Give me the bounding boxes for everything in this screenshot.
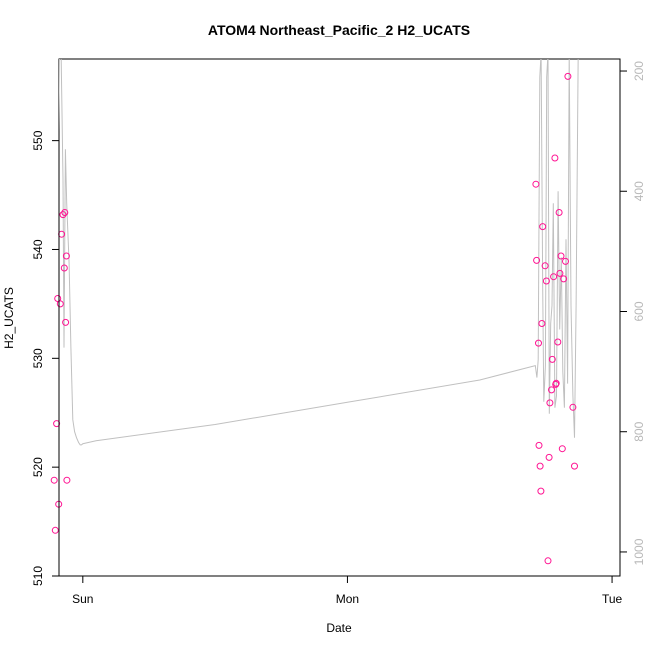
data-point bbox=[61, 209, 69, 216]
x-tick-label: Mon bbox=[336, 592, 359, 606]
y-tick-label: 540 bbox=[31, 239, 45, 259]
right-y-tick-label: 600 bbox=[632, 301, 646, 321]
plot-area-border bbox=[58, 58, 621, 577]
data-point bbox=[62, 318, 70, 326]
x-axis-label: Date bbox=[326, 621, 352, 635]
data-point bbox=[545, 453, 553, 461]
data-point bbox=[562, 257, 569, 265]
data-point bbox=[560, 275, 568, 283]
y-axis-label: H2_UCATS bbox=[2, 287, 16, 349]
data-point bbox=[535, 339, 542, 347]
right-y-tick-label: 1000 bbox=[632, 538, 646, 565]
line-series-path bbox=[59, 59, 579, 446]
chart-title: ATOM4 Northeast_Pacific_2 H2_UCATS bbox=[208, 22, 470, 38]
data-point bbox=[564, 72, 572, 80]
y-tick-label: 510 bbox=[31, 566, 45, 586]
data-point bbox=[544, 557, 552, 565]
data-point bbox=[62, 252, 70, 260]
data-point bbox=[546, 399, 554, 407]
data-point bbox=[556, 269, 564, 277]
data-point bbox=[53, 420, 61, 428]
x-tick-label: Sun bbox=[72, 592, 93, 606]
y-tick-label: 520 bbox=[31, 457, 45, 477]
right-y-axis: 200 400 600 800 1000 bbox=[619, 61, 646, 565]
data-point bbox=[535, 441, 543, 449]
data-point bbox=[569, 403, 577, 411]
right-y-tick-label: 800 bbox=[632, 421, 646, 441]
data-point bbox=[557, 252, 565, 260]
y-tick-label: 530 bbox=[31, 348, 45, 368]
data-point bbox=[51, 526, 59, 534]
data-point bbox=[555, 209, 563, 216]
data-point bbox=[56, 300, 64, 308]
right-y-tick-label: 400 bbox=[632, 181, 646, 201]
data-point bbox=[552, 379, 560, 387]
data-point bbox=[54, 295, 62, 302]
data-point bbox=[550, 273, 558, 281]
x-axis: Sun Mon Tue bbox=[72, 575, 623, 606]
data-point bbox=[539, 223, 547, 231]
data-point bbox=[571, 462, 578, 470]
line-series-layer bbox=[59, 59, 579, 446]
data-point bbox=[554, 338, 562, 346]
data-point bbox=[541, 262, 549, 270]
data-point bbox=[558, 445, 566, 453]
data-point bbox=[533, 256, 541, 264]
y-tick-label: 550 bbox=[31, 130, 45, 150]
data-point bbox=[532, 180, 540, 188]
data-point bbox=[50, 476, 58, 484]
data-point bbox=[537, 487, 545, 495]
data-point bbox=[59, 211, 67, 219]
data-point bbox=[542, 277, 550, 285]
right-y-tick-label: 200 bbox=[632, 61, 646, 81]
data-point bbox=[538, 320, 546, 327]
data-point bbox=[551, 154, 559, 162]
x-tick-label: Tue bbox=[602, 592, 623, 606]
data-point bbox=[536, 462, 544, 470]
data-point bbox=[548, 386, 555, 394]
data-point bbox=[548, 355, 556, 363]
y-axis: 510 520 530 540 550 bbox=[31, 130, 60, 586]
points-series-layer bbox=[50, 72, 578, 565]
data-point bbox=[60, 264, 68, 272]
data-point bbox=[63, 476, 71, 484]
